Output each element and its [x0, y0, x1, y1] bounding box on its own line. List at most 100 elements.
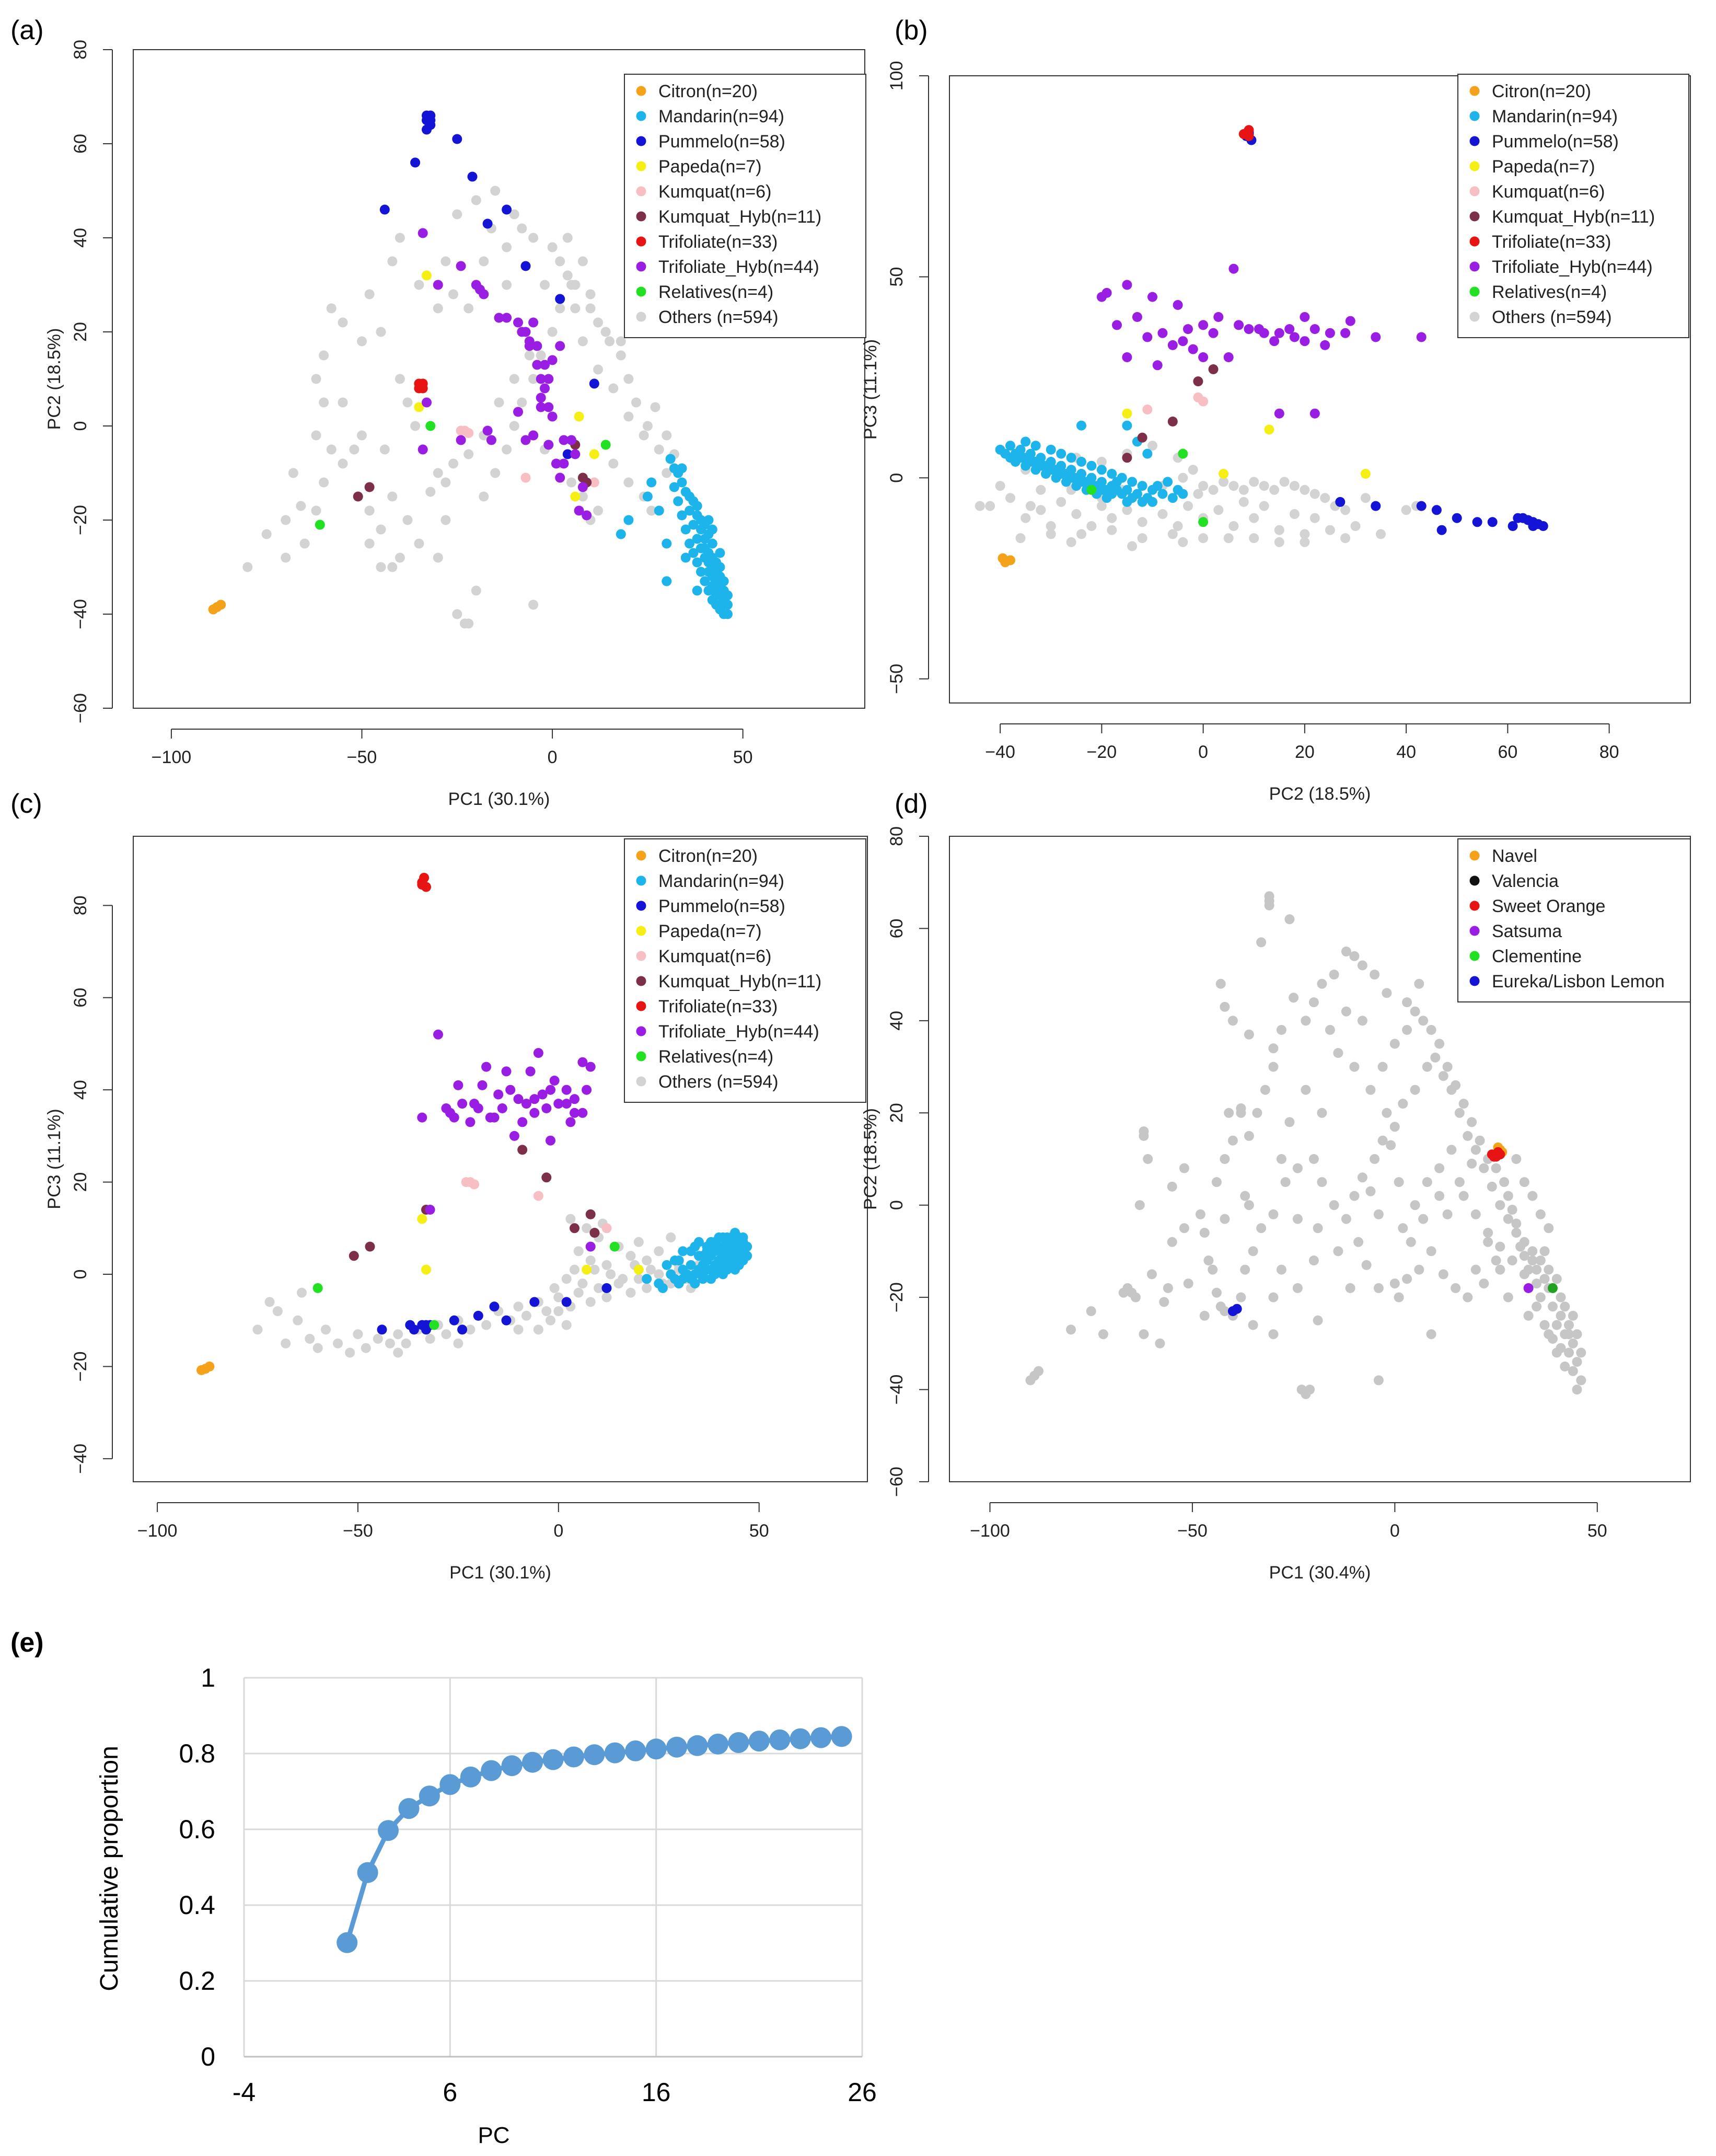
- y-tick-label: 1: [201, 1663, 215, 1692]
- data-point: [582, 510, 592, 521]
- data-point: [536, 393, 546, 403]
- data-point: [1269, 485, 1280, 495]
- data-point: [601, 1283, 612, 1293]
- data-point: [1414, 978, 1424, 989]
- panel-label: (e): [10, 1628, 44, 1658]
- data-point: [490, 468, 501, 478]
- data-point: [528, 317, 539, 328]
- legend-marker: [636, 850, 646, 861]
- legend-label: Relatives(n=4): [658, 1047, 773, 1067]
- data-point: [1402, 997, 1412, 1008]
- data-point: [479, 289, 489, 299]
- panel-a: (a) −100 −50 0 50 PC1 (30.1%) −60 −40 −20 0 20 40 60…: [10, 15, 866, 809]
- data-point: [1556, 1343, 1566, 1353]
- data-point: [520, 472, 531, 483]
- data-point: [1340, 328, 1351, 338]
- legend-marker: [1469, 286, 1480, 297]
- data-point: [1317, 1177, 1327, 1187]
- data-point: [1289, 509, 1300, 519]
- data-point: [1220, 1154, 1230, 1164]
- data-point: [1238, 129, 1249, 139]
- data-point: [477, 1080, 488, 1090]
- data-point: [606, 1269, 616, 1279]
- data-point: [1371, 332, 1381, 342]
- data-point: [1495, 1264, 1505, 1275]
- data-point: [1483, 1237, 1493, 1247]
- data-point: [457, 1324, 468, 1335]
- data-point: [1418, 1214, 1429, 1224]
- series-eureka-lisbon-lemon: [1227, 1304, 1242, 1317]
- y-tick-label: −40: [71, 1444, 90, 1474]
- data-point: [364, 289, 375, 299]
- data-point: [440, 477, 451, 488]
- data-point: [517, 223, 527, 234]
- data-point: [1560, 1362, 1570, 1371]
- data-point: [1308, 997, 1319, 1008]
- data-point: [561, 1085, 572, 1095]
- legend-item-trifoliate-hyb-n-44: Trifoliate_Hyb(n=44): [636, 257, 819, 277]
- data-point: [1178, 336, 1188, 347]
- data-point: [433, 303, 443, 314]
- data-point: [528, 374, 539, 384]
- data-point: [680, 552, 691, 563]
- data-point: [1389, 1122, 1400, 1132]
- data-point: [1467, 1117, 1477, 1127]
- data-point: [1046, 457, 1056, 467]
- data-point: [677, 463, 687, 474]
- data-point: [1495, 1200, 1505, 1210]
- data-point: [471, 195, 481, 205]
- data-point: [1244, 324, 1254, 335]
- data-point: [1470, 1209, 1481, 1219]
- data-point: [1198, 352, 1209, 362]
- data-point: [421, 1324, 431, 1335]
- legend-item-kumquat-hyb-n-11: Kumquat_Hyb(n=11): [636, 207, 821, 227]
- data-point: [1418, 1016, 1429, 1026]
- y-axis-label: PC2 (18.5%): [44, 328, 64, 430]
- data-point: [204, 1362, 215, 1371]
- data-point: [393, 1347, 403, 1358]
- data-point: [639, 430, 649, 441]
- data-point: [1452, 513, 1462, 523]
- data-point: [1523, 1310, 1534, 1321]
- data-point: [1122, 505, 1132, 515]
- data-point: [1398, 1099, 1408, 1109]
- data-point: [1179, 1223, 1189, 1233]
- data-point: [410, 421, 421, 431]
- data-point: [582, 1223, 592, 1233]
- data-point: [463, 303, 474, 314]
- data-point: [1431, 505, 1442, 515]
- legend-item-trifoliate-n-33: Trifoliate(n=33): [636, 997, 778, 1017]
- data-point: [311, 505, 321, 516]
- series-kumquat: [456, 425, 599, 488]
- data-point: [601, 1260, 612, 1270]
- data-point: [490, 186, 501, 196]
- data-point: [463, 618, 474, 629]
- legend-item-valencia: Valencia: [1469, 871, 1559, 891]
- legend-marker: [636, 1076, 646, 1087]
- data-point: [559, 435, 569, 445]
- legend-item-pummelo-n-58: Pummelo(n=58): [636, 896, 785, 916]
- data-point: [662, 538, 672, 549]
- legend-box: [1457, 838, 1691, 1002]
- data-point: [1163, 477, 1173, 487]
- data-point: [582, 1264, 592, 1275]
- data-point: [1178, 472, 1188, 483]
- data-point: [272, 1306, 283, 1317]
- y-axis-label: Cumulative proportion: [96, 1746, 123, 1991]
- legend-marker: [1469, 951, 1480, 961]
- data-point: [364, 482, 375, 492]
- y-tick-label: 0: [71, 1270, 90, 1279]
- data-point: [1220, 1306, 1230, 1317]
- data-point: [418, 444, 428, 455]
- series-mandarin: [995, 420, 1188, 507]
- data-point: [1066, 472, 1076, 483]
- data-point: [1157, 328, 1168, 338]
- data-point: [1268, 1062, 1279, 1072]
- data-point: [547, 411, 558, 422]
- data-point: [642, 491, 653, 502]
- data-point: [703, 567, 714, 577]
- y-tick-label: 60: [71, 988, 90, 1008]
- data-point: [1398, 1223, 1408, 1233]
- data-point: [573, 1246, 584, 1256]
- data-point: [570, 1094, 579, 1104]
